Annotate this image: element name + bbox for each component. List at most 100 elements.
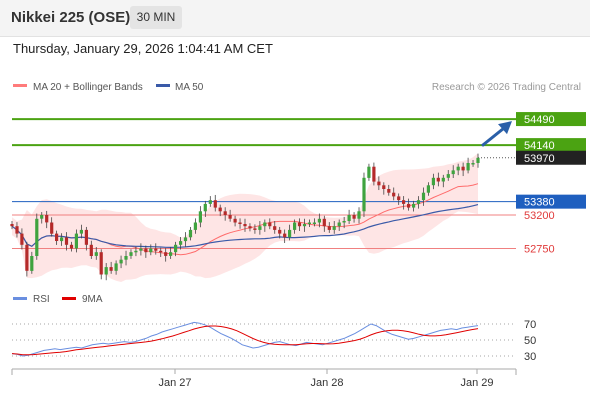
candle-41 [213,194,217,212]
candle-body [322,218,326,227]
candle-body [412,203,416,208]
candle-body [332,226,336,230]
candle-31 [164,248,168,262]
candle-24 [129,249,133,259]
candle-85 [431,173,435,190]
candle-47 [243,218,247,232]
level-label-bg-53970 [516,150,586,165]
candle-65 [332,220,336,234]
candle-body [352,215,356,219]
candle-body [208,200,212,204]
candle-59 [302,218,307,232]
candle-body [446,174,450,178]
instrument-title: Nikkei 225 (OSE) [11,9,131,26]
candle-body [243,224,247,227]
candle-body [288,229,292,238]
candle-body [372,166,376,182]
candle-4 [30,251,34,274]
candle-51 [263,219,267,232]
ma50-legend-swatch [156,84,170,87]
candle-87 [441,174,445,188]
candle-body [342,221,346,223]
candle-61 [312,218,316,227]
candle-27 [144,245,148,258]
candle-32 [169,247,173,259]
candle-64 [327,222,331,233]
candle-18 [99,249,103,280]
candle-60 [307,219,311,227]
candle-86 [436,172,440,187]
candle-25 [134,246,138,257]
candle-68 [347,209,351,224]
candle-body [347,215,351,221]
candle-body [10,224,14,227]
candle-body [114,263,118,271]
candle-body [179,241,183,245]
candle-69 [352,212,356,223]
candle-45 [233,215,237,227]
candle-body [263,222,267,227]
candle-body [253,228,257,230]
candle-body [416,200,421,204]
candle-body [89,244,93,256]
ma9-legend-swatch [62,297,76,300]
level-label-53970: 53970 [524,153,555,165]
candle-36 [188,226,193,241]
ma20-legend-swatch [13,84,27,87]
candle-body [30,256,34,271]
candle-40 [208,196,212,207]
candle-79 [402,196,406,210]
candle-body [40,215,44,219]
candle-82 [416,196,421,209]
projection-arrow-shaft [481,126,505,147]
level-label-bg-53380 [516,194,586,209]
candle-2 [20,228,24,250]
candle-66 [337,219,341,231]
candle-body [159,250,163,253]
candle-body [407,203,411,208]
candle-38 [198,206,202,228]
candle-body [84,229,88,245]
candle-70 [357,207,361,224]
candle-body [258,226,262,230]
candle-body [174,244,178,253]
candle-body [60,237,64,242]
candle-body [238,222,242,224]
candle-73 [372,162,376,186]
candle-body [476,157,480,163]
candle-body [20,233,24,245]
candle-53 [273,220,277,234]
candle-body [451,170,455,175]
candle-34 [179,236,183,250]
candle-body [79,229,83,234]
candle-body [297,222,302,227]
candle-93 [471,159,475,167]
candle-50 [258,220,262,235]
candle-body [431,177,435,186]
candle-body [45,215,49,223]
candle-body [273,226,277,230]
candle-body [109,267,113,271]
candle-29 [154,243,158,255]
level-label-bg-54490 [516,112,586,127]
candle-44 [228,209,232,222]
candle-body [104,267,108,275]
candle-body [233,218,237,223]
candle-body [268,222,272,227]
candle-46 [238,218,242,229]
candle-body [317,218,321,223]
candle-body [124,256,128,260]
x-tick-label-1: Jan 28 [310,377,343,389]
candle-48 [248,223,252,232]
candle-75 [382,182,386,195]
candle-body [154,248,158,251]
candle-body [456,166,460,171]
candle-67 [342,216,346,229]
candle-body [188,229,193,238]
candle-11 [64,232,69,251]
ma50-line [11,204,479,249]
timeframe-button[interactable]: 30 MIN [130,6,182,29]
candle-body [198,211,202,223]
